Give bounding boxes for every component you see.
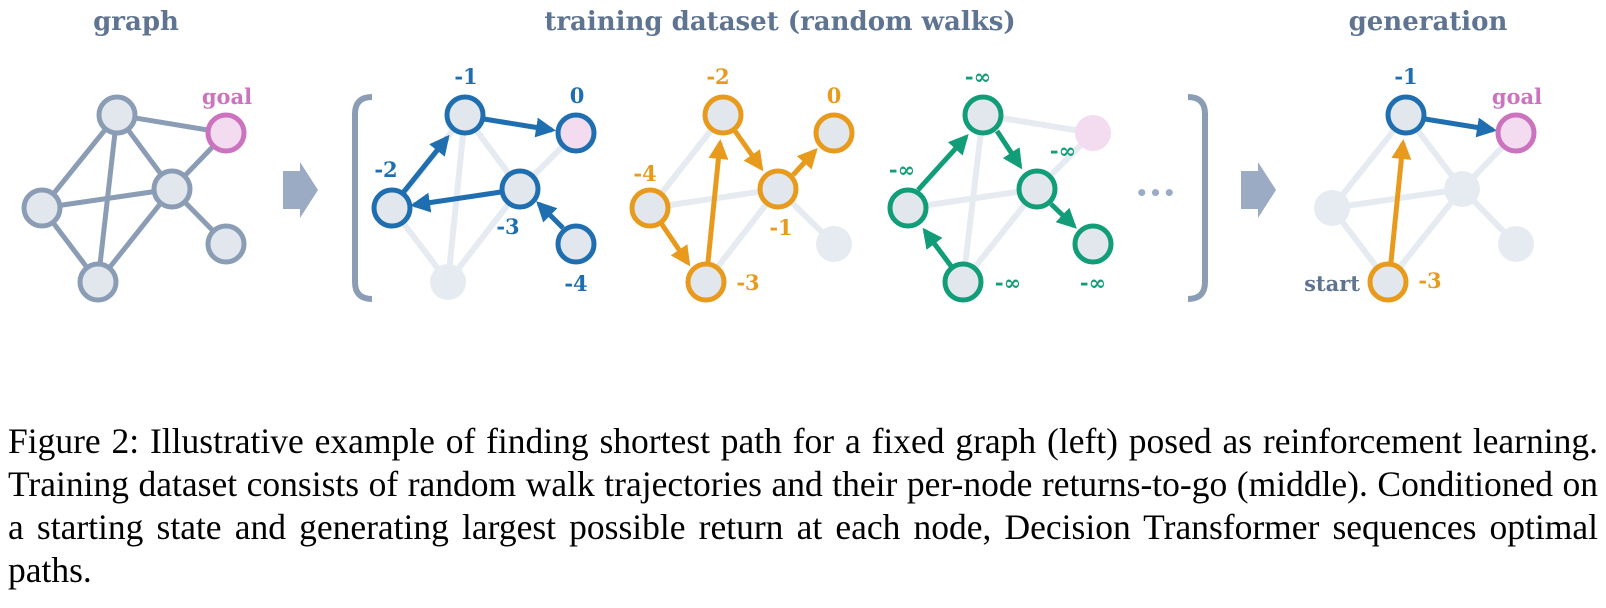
goal-node bbox=[205, 112, 247, 154]
graph-panel-title: graph bbox=[93, 7, 179, 37]
figure-caption: Figure 2: Illustrative example of findin… bbox=[8, 421, 1598, 590]
return-label: -∞ bbox=[1050, 138, 1076, 163]
path-arrow bbox=[1424, 116, 1497, 138]
walk-arrow bbox=[791, 148, 818, 177]
return-label: -∞ bbox=[965, 64, 991, 89]
graph-node bbox=[77, 261, 119, 303]
goal-label: goal bbox=[1492, 84, 1542, 109]
return-label: -1 bbox=[454, 64, 477, 89]
faint-edge bbox=[907, 186, 1038, 211]
walk-node bbox=[757, 168, 799, 210]
goal-node bbox=[1495, 112, 1537, 154]
return-label: -∞ bbox=[995, 270, 1021, 295]
walk-goal-node bbox=[813, 112, 855, 154]
graph-node bbox=[151, 168, 193, 210]
faint-goal-node bbox=[1075, 115, 1111, 151]
return-label: -1 bbox=[1394, 64, 1417, 89]
faint-node bbox=[1498, 226, 1534, 262]
left-bracket bbox=[352, 94, 373, 302]
path-arrow bbox=[1388, 139, 1412, 263]
walk-arrow bbox=[916, 134, 969, 192]
return-label: -4 bbox=[633, 161, 656, 186]
return-label: -3 bbox=[496, 214, 519, 239]
walk-node bbox=[499, 168, 541, 210]
goal-label: goal bbox=[202, 84, 252, 109]
graph-node bbox=[21, 187, 63, 229]
path-node bbox=[1385, 94, 1427, 136]
walk-arrow bbox=[705, 139, 729, 263]
right-bracket bbox=[1187, 94, 1208, 302]
return-label: 0 bbox=[827, 83, 842, 108]
walk-node bbox=[702, 94, 744, 136]
right-arrow-icon bbox=[283, 162, 318, 218]
walk-arrow bbox=[922, 227, 954, 268]
return-label: -4 bbox=[564, 271, 587, 296]
walk-arrow bbox=[483, 116, 556, 138]
walk-node bbox=[685, 261, 727, 303]
return-label: -∞ bbox=[889, 157, 915, 182]
generation-panel: goal start -1 -3 bbox=[1304, 64, 1542, 303]
graph-panel: goal bbox=[21, 84, 252, 303]
start-node bbox=[1367, 261, 1409, 303]
walk-node bbox=[371, 187, 413, 229]
walk-goal-node bbox=[555, 112, 597, 154]
right-arrow-icon bbox=[1241, 162, 1276, 218]
return-label: -2 bbox=[706, 64, 729, 89]
return-label: -3 bbox=[1418, 268, 1441, 293]
green-walk: -∞ -∞ -∞ -∞ -∞ bbox=[887, 64, 1114, 303]
graph-node bbox=[96, 94, 138, 136]
figure-diagram: graph training dataset (random walks) ge… bbox=[21, 7, 1542, 303]
walk-node bbox=[1072, 223, 1114, 265]
more-walks-ellipsis: ••• bbox=[1135, 181, 1176, 205]
graph-node bbox=[205, 223, 247, 265]
walk-node bbox=[444, 94, 486, 136]
walk-arrow bbox=[400, 134, 450, 196]
walk-node bbox=[942, 261, 984, 303]
faint-node bbox=[816, 226, 852, 262]
walk-node bbox=[962, 94, 1004, 136]
generation-panel-title: generation bbox=[1349, 7, 1508, 37]
start-label: start bbox=[1304, 271, 1360, 296]
return-label: -3 bbox=[736, 270, 759, 295]
walk-node bbox=[555, 223, 597, 265]
walk-node bbox=[629, 187, 671, 229]
walk-arrow bbox=[1049, 202, 1077, 229]
walk-node bbox=[887, 187, 929, 229]
faint-node bbox=[1314, 190, 1350, 226]
faint-node bbox=[1444, 171, 1480, 207]
return-label: 0 bbox=[570, 83, 585, 108]
walk-arrow bbox=[536, 201, 565, 230]
walk-arrow bbox=[658, 221, 691, 267]
blue-walk: -1 0 -2 -3 -4 bbox=[371, 64, 597, 300]
training-panel-title: training dataset (random walks) bbox=[544, 7, 1015, 37]
faint-node bbox=[430, 264, 466, 300]
walk-arrow bbox=[410, 189, 502, 213]
walk-arrow bbox=[732, 129, 764, 172]
return-label: -1 bbox=[769, 215, 792, 240]
orange-walk: -2 0 -4 -1 -3 bbox=[629, 64, 855, 303]
return-label: -∞ bbox=[1080, 270, 1106, 295]
graph-edges bbox=[40, 112, 228, 284]
graph-edge bbox=[41, 186, 173, 211]
walk-arrow bbox=[994, 129, 1023, 170]
walk-node bbox=[1016, 168, 1058, 210]
return-label: -2 bbox=[374, 157, 397, 182]
